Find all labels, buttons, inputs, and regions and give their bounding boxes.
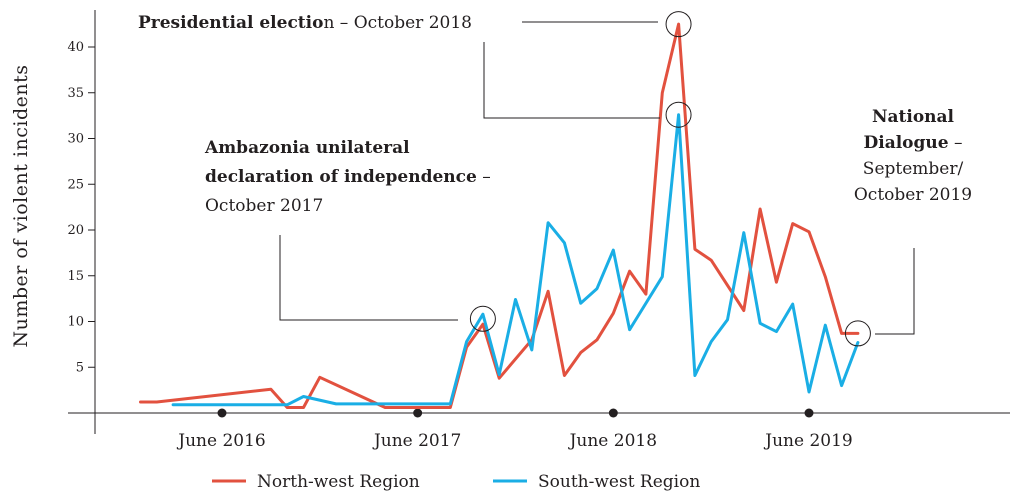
x-marker-dot: [804, 408, 814, 418]
annotation-circle-presidential-2: [665, 101, 692, 128]
annotation-text: October 2017: [205, 196, 323, 216]
annotation-ambazonia: Ambazonia unilateral declaration of indep…: [204, 138, 491, 216]
x-marker-label: June 2018: [568, 431, 657, 451]
annotation-text: n – October 2018: [323, 13, 472, 33]
x-marker-label: June 2019: [763, 431, 852, 451]
y-tick-label: 30: [67, 132, 84, 147]
series-group: [139, 22, 860, 409]
annotation-text: Ambazonia unilateral: [204, 138, 410, 158]
annotation-text: October 2019: [854, 185, 972, 205]
annotations-group: Ambazonia unilateral declaration of indep…: [138, 11, 972, 347]
annotation-presidential: Presidential election – October 2018: [138, 13, 472, 33]
annotation-text: –: [477, 167, 491, 187]
annotation-text: declaration of independence: [205, 167, 477, 187]
y-axis-label: Number of violent incidents: [10, 65, 32, 348]
legend-label-south-west-region: South-west Region: [538, 472, 700, 492]
x-marker-dot: [413, 408, 423, 418]
series-line-north-west-region: [139, 22, 860, 409]
annotation-circle-national: [844, 320, 871, 347]
annotation-leader-presidential-2: [483, 42, 660, 119]
x-marker-dot: [608, 408, 618, 418]
annotation-leader-national: [875, 248, 915, 335]
axes: 5 10 15 20 25 30 35 40 Number of violent inciden…: [10, 10, 1010, 451]
annotation-text: Dialogue: [864, 133, 949, 153]
x-marker-label: June 2017: [372, 431, 461, 451]
y-tick-label: 25: [67, 177, 84, 192]
x-marker-label: June 2016: [176, 431, 265, 451]
y-tick-label: 15: [67, 269, 84, 284]
annotation-circle-presidential: [665, 11, 692, 38]
annotation-text: September/: [863, 159, 964, 179]
annotation-text: –: [949, 133, 963, 153]
annotation-national: National Dialogue – September/October 2019: [854, 107, 972, 205]
legend: North-west Region South-west Region: [212, 472, 700, 492]
legend-label-north-west-region: North-west Region: [257, 472, 420, 492]
y-tick-label: 10: [67, 315, 84, 330]
annotation-leader-ambazonia: [279, 235, 458, 321]
series-line-south-west-region: [171, 113, 860, 407]
annotation-text: National: [872, 107, 955, 127]
y-tick-label: 35: [67, 86, 84, 101]
y-tick-label: 5: [76, 360, 84, 375]
annotation-text: Presidential electio: [138, 13, 323, 33]
y-tick-label: 20: [67, 223, 84, 238]
annotation-circle-ambazonia: [469, 305, 496, 332]
y-tick-label: 40: [67, 40, 84, 55]
x-marker-dot: [217, 408, 227, 418]
